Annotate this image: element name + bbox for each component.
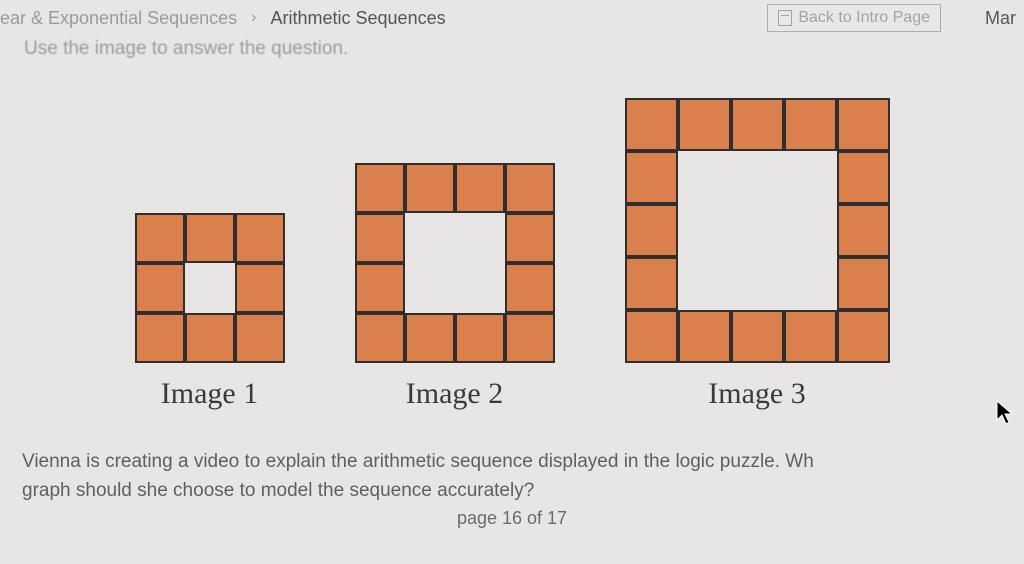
grid-cell bbox=[455, 313, 505, 363]
grid-cell bbox=[625, 98, 678, 151]
grid-cell bbox=[837, 257, 890, 310]
grid-cell bbox=[678, 310, 731, 363]
breadcrumb-previous[interactable]: ear & Exponential Sequences bbox=[0, 8, 237, 29]
right-edge-cut-text: Mar bbox=[985, 8, 1016, 29]
grid-cell bbox=[355, 163, 405, 213]
page-indicator: page 16 of 17 bbox=[0, 508, 1024, 529]
question-line-1: Vienna is creating a video to explain th… bbox=[22, 451, 814, 472]
grid-cell bbox=[625, 310, 678, 363]
grid-cell bbox=[355, 213, 405, 263]
grid-cell bbox=[505, 313, 555, 363]
grid-cell bbox=[678, 204, 731, 257]
grid-cell bbox=[678, 98, 731, 151]
grid-cell bbox=[837, 98, 890, 151]
grid-cell bbox=[505, 163, 555, 213]
grid-cell bbox=[784, 204, 837, 257]
instruction-text: Use the image to answer the question. bbox=[0, 32, 1024, 60]
grid-cell bbox=[625, 257, 678, 310]
breadcrumb-current: Arithmetic Sequences bbox=[271, 8, 446, 29]
grid-cell bbox=[837, 151, 890, 204]
grid-cell bbox=[505, 263, 555, 313]
grid-cell bbox=[784, 310, 837, 363]
question-line-2: graph should she choose to model the seq… bbox=[22, 480, 534, 501]
grid-cell bbox=[784, 98, 837, 151]
question-text: Vienna is creating a video to explain th… bbox=[0, 411, 1024, 506]
grid-cell bbox=[731, 204, 784, 257]
figure-2: Image 2 bbox=[355, 163, 555, 411]
grid-cell bbox=[678, 257, 731, 310]
grid-cell bbox=[455, 213, 505, 263]
grid-cell bbox=[235, 213, 285, 263]
grid-cell bbox=[235, 313, 285, 363]
grid-cell bbox=[135, 263, 185, 313]
document-icon bbox=[778, 10, 792, 26]
grid-cell bbox=[235, 263, 285, 313]
grid-cell bbox=[135, 213, 185, 263]
grid-cell bbox=[731, 257, 784, 310]
figure-1-grid bbox=[135, 213, 285, 363]
grid-cell bbox=[837, 310, 890, 363]
back-to-intro-button[interactable]: Back to Intro Page bbox=[767, 4, 941, 32]
grid-cell bbox=[731, 151, 784, 204]
top-bar: ear & Exponential Sequences › Arithmetic… bbox=[0, 0, 1024, 32]
figure-3: Image 3 bbox=[625, 98, 890, 411]
grid-cell bbox=[625, 204, 678, 257]
figure-3-grid bbox=[625, 98, 890, 363]
grid-cell bbox=[355, 313, 405, 363]
grid-cell bbox=[505, 213, 555, 263]
figure-2-grid bbox=[355, 163, 555, 363]
figure-1: Image 1 bbox=[135, 213, 285, 411]
grid-cell bbox=[731, 98, 784, 151]
figure-1-label: Image 1 bbox=[161, 377, 258, 411]
figure-3-label: Image 3 bbox=[708, 377, 805, 411]
grid-cell bbox=[185, 313, 235, 363]
grid-cell bbox=[837, 204, 890, 257]
grid-cell bbox=[355, 263, 405, 313]
grid-cell bbox=[405, 213, 455, 263]
grid-cell bbox=[731, 310, 784, 363]
grid-cell bbox=[185, 263, 235, 313]
chevron-right-icon: › bbox=[251, 9, 256, 27]
back-button-label: Back to Intro Page bbox=[798, 9, 930, 27]
grid-cell bbox=[185, 213, 235, 263]
grid-cell bbox=[455, 163, 505, 213]
figure-2-label: Image 2 bbox=[406, 377, 503, 411]
grid-cell bbox=[625, 151, 678, 204]
grid-cell bbox=[784, 257, 837, 310]
grid-cell bbox=[135, 313, 185, 363]
grid-cell bbox=[405, 263, 455, 313]
grid-cell bbox=[678, 151, 731, 204]
grid-cell bbox=[784, 151, 837, 204]
grid-cell bbox=[405, 313, 455, 363]
grid-cell bbox=[455, 263, 505, 313]
grid-cell bbox=[405, 163, 455, 213]
figures-row: Image 1 Image 2 Image 3 bbox=[0, 98, 1024, 411]
